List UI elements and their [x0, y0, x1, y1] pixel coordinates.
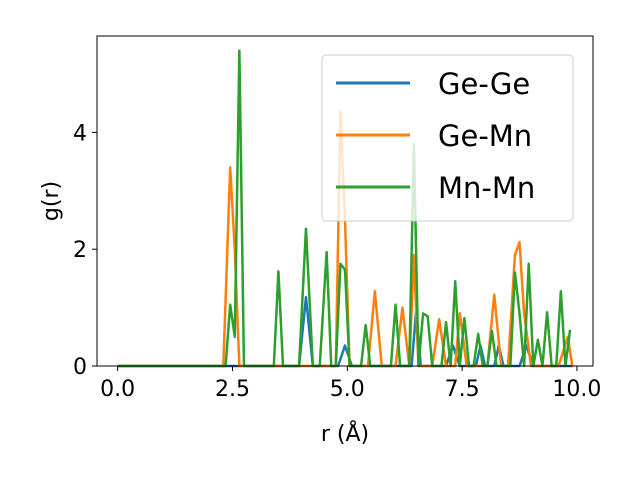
legend-label-ge-ge: Ge-Ge	[438, 67, 530, 101]
x-tick-label: 7.5	[445, 377, 480, 402]
legend: Ge-Ge Ge-Mn Mn-Mn	[321, 54, 574, 222]
y-axis-label: g(r)	[39, 181, 64, 221]
series-line-ge-ge	[117, 295, 573, 368]
y-tick-label: 4	[73, 121, 87, 146]
x-tick-label: 10.0	[552, 377, 601, 402]
legend-box	[321, 54, 574, 222]
legend-label-mn-mn: Mn-Mn	[438, 171, 535, 205]
x-axis: 0.0 2.5 5.0 7.5 10.0	[100, 366, 601, 402]
plot-frame	[96, 35, 594, 367]
x-tick-label: 5.0	[330, 377, 365, 402]
y-axis: 0 2 4	[73, 121, 97, 380]
y-tick-label: 0	[73, 355, 87, 380]
legend-label-ge-mn: Ge-Mn	[438, 119, 532, 153]
x-tick-label: 0.0	[100, 377, 135, 402]
x-tick-label: 2.5	[215, 377, 250, 402]
y-tick-label: 2	[73, 238, 87, 263]
x-axis-label: r (Å)	[321, 420, 369, 447]
